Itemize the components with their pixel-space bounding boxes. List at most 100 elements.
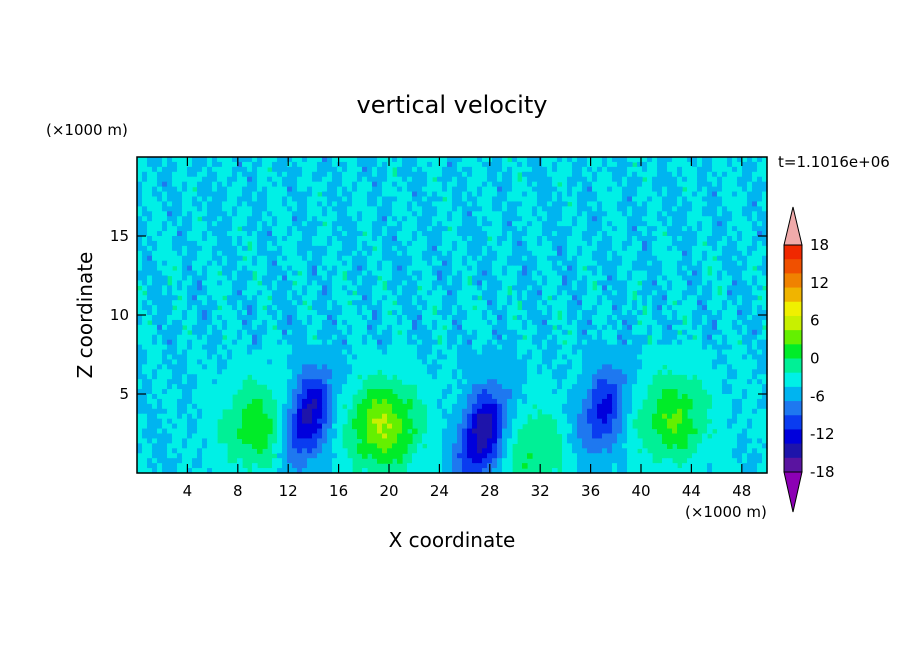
contour-cell xyxy=(312,339,318,346)
contour-cell xyxy=(287,231,293,237)
contour-cell xyxy=(137,161,143,168)
contour-cell xyxy=(187,255,193,262)
contour-cell xyxy=(257,329,263,336)
contour-cell xyxy=(282,171,288,178)
contour-cell xyxy=(382,255,388,262)
contour-cell xyxy=(197,280,203,286)
contour-cell xyxy=(227,191,233,198)
contour-cell xyxy=(202,171,208,178)
contour-cell xyxy=(762,260,768,267)
contour-cell xyxy=(707,171,713,178)
contour-cell xyxy=(582,255,588,262)
contour-cell xyxy=(457,245,463,252)
contour-cell xyxy=(222,161,228,168)
contour-cell xyxy=(487,315,493,321)
contour-cell xyxy=(417,280,423,286)
contour-cell xyxy=(647,171,653,178)
contour-cell xyxy=(152,324,158,331)
contour-cell xyxy=(382,349,388,356)
contour-cell xyxy=(572,300,578,306)
contour-cell xyxy=(682,310,688,316)
contour-cell xyxy=(427,290,433,296)
contour-cell xyxy=(652,280,658,286)
contour-cell xyxy=(412,181,418,188)
contour-cell xyxy=(492,216,498,222)
contour-cell xyxy=(162,176,168,183)
contour-cell xyxy=(357,176,363,183)
contour-cell xyxy=(262,339,268,346)
contour-cell xyxy=(627,270,633,277)
contour-cell xyxy=(462,166,468,173)
contour-cell xyxy=(142,176,148,183)
contour-cell xyxy=(752,305,758,311)
contour-cell xyxy=(482,295,488,301)
contour-cell xyxy=(757,285,763,291)
contour-cell xyxy=(502,176,508,183)
contour-cell xyxy=(252,161,258,168)
contour-cell xyxy=(157,191,163,198)
contour-cell xyxy=(597,206,603,212)
contour-cell xyxy=(567,280,573,286)
contour-cell xyxy=(417,319,423,326)
contour-cell xyxy=(172,186,178,193)
contour-cell xyxy=(357,324,363,331)
contour-cell xyxy=(332,329,338,336)
contour-cell xyxy=(322,236,328,242)
contour-cell xyxy=(682,240,688,247)
contour-cell xyxy=(662,319,668,326)
contour-cell xyxy=(607,295,613,301)
contour-cell xyxy=(592,181,598,188)
contour-cell xyxy=(282,295,288,301)
contour-cell xyxy=(532,181,538,188)
contour-cell xyxy=(542,171,548,178)
contour-cell xyxy=(222,310,228,316)
contour-cell xyxy=(157,295,163,301)
contour-cell xyxy=(492,206,498,212)
contour-cell xyxy=(587,275,593,282)
contour-cell xyxy=(372,236,378,242)
contour-cell xyxy=(542,166,548,173)
contour-cell xyxy=(162,221,168,227)
contour-cell xyxy=(542,221,548,227)
contour-cell xyxy=(747,250,753,257)
contour-cell xyxy=(342,176,348,183)
contour-cell xyxy=(757,319,763,326)
contour-cell xyxy=(147,280,153,286)
contour-cell xyxy=(397,166,403,173)
contour-cell xyxy=(382,300,388,306)
contour-cell xyxy=(612,295,618,301)
contour-cell xyxy=(352,166,358,173)
contour-cell xyxy=(182,344,188,351)
contour-cell xyxy=(672,181,678,188)
contour-cell xyxy=(742,285,748,291)
contour-cell xyxy=(532,275,538,282)
contour-cell xyxy=(442,270,448,277)
contour-cell xyxy=(727,300,733,306)
contour-cell xyxy=(232,236,238,242)
contour-cell xyxy=(712,285,718,291)
contour-cell xyxy=(517,315,523,321)
contour-cell xyxy=(707,344,713,351)
contour-cell xyxy=(637,206,643,212)
contour-cell xyxy=(362,186,368,193)
contour-cell xyxy=(587,161,593,168)
contour-cell xyxy=(367,349,373,356)
contour-cell xyxy=(352,280,358,286)
contour-cell xyxy=(742,166,748,173)
contour-cell xyxy=(392,255,398,262)
contour-cell xyxy=(667,295,673,301)
contour-cell xyxy=(167,285,173,291)
contour-cell xyxy=(562,315,568,321)
contour-cell xyxy=(262,181,268,188)
contour-cell xyxy=(422,285,428,291)
contour-cell xyxy=(302,324,308,331)
contour-cell xyxy=(632,186,638,193)
contour-cell xyxy=(737,255,743,262)
contour-cell xyxy=(247,255,253,262)
contour-cell xyxy=(217,201,223,207)
contour-cell xyxy=(732,255,738,262)
contour-cell xyxy=(262,171,268,178)
contour-cell xyxy=(147,315,153,321)
contour-cell xyxy=(597,181,603,188)
contour-cell xyxy=(207,354,213,361)
